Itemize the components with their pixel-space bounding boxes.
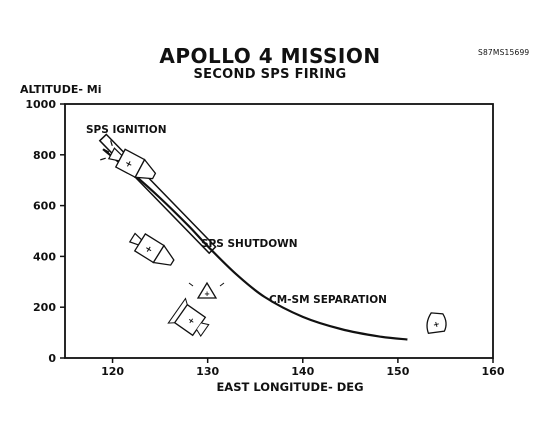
y-tick-label-0: 0 [48, 352, 56, 365]
annotation-cm-sm-separation: CM-SM SEPARATION [269, 294, 387, 306]
svg-text:+: + [432, 319, 441, 329]
apollo-csm-illustration-ignition: + [100, 140, 157, 180]
photo-id: S87MS15699 [478, 48, 530, 57]
y-tick-label-3: 600 [33, 200, 56, 213]
command-module-separated-illustration: + [188, 281, 225, 299]
axis-ticks: 120 130 140 150 160 0 200 400 600 800 1000 [25, 98, 504, 378]
x-tick-label-0: 120 [101, 365, 124, 378]
annotation-sps-shutdown: SPS SHUTDOWN [201, 238, 298, 250]
chart-title: APOLLO 4 MISSION [159, 44, 381, 68]
command-module-reentry-illustration: + [426, 312, 447, 335]
svg-text:+: + [123, 158, 134, 170]
svg-text:+: + [142, 244, 154, 256]
chart-subtitle: SECOND SPS FIRING [193, 67, 347, 82]
y-tick-label-2: 400 [33, 250, 56, 263]
x-axis-label: EAST LONGITUDE- DEG [216, 380, 363, 394]
x-tick-label-3: 150 [386, 365, 409, 378]
x-tick-label-1: 130 [196, 365, 219, 378]
trajectory-line [102, 148, 408, 341]
plot-frame [64, 103, 494, 359]
x-tick-label-2: 140 [291, 365, 314, 378]
x-tick-label-4: 160 [482, 365, 505, 378]
svg-text:+: + [186, 316, 197, 327]
apollo-csm-illustration-shutdown: + [128, 232, 175, 266]
annotation-sps-ignition: SPS IGNITION [86, 124, 166, 136]
y-axis-label: ALTITUDE- Mi [20, 83, 102, 96]
trajectory-curve-layer [102, 148, 408, 341]
svg-text:+: + [204, 290, 210, 298]
y-tick-label-5: 1000 [25, 98, 56, 111]
y-tick-label-4: 800 [33, 149, 56, 162]
y-tick-label-1: 200 [33, 301, 56, 314]
service-module-separated-illustration: + [167, 297, 210, 337]
